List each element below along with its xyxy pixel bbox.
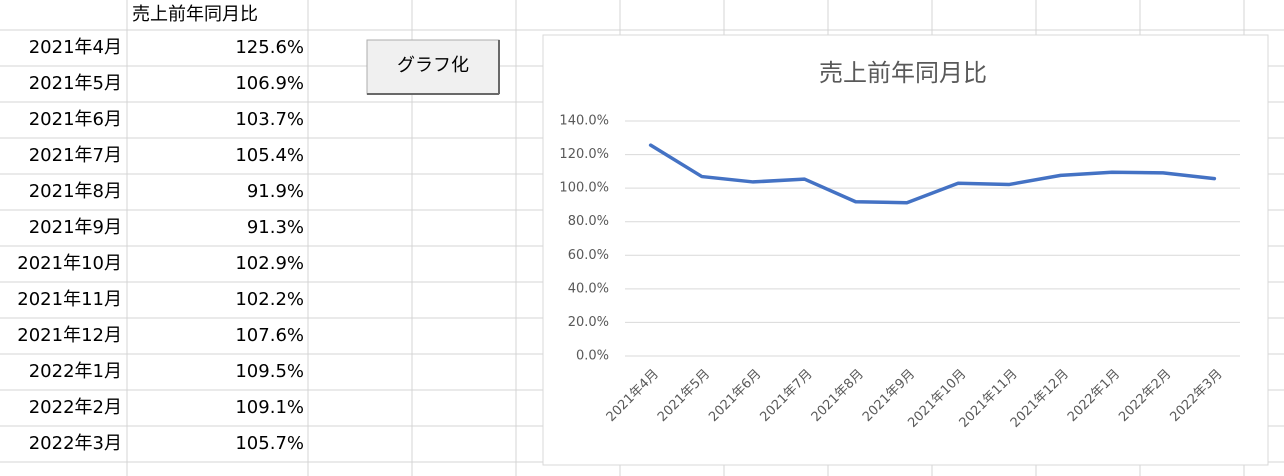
value-cell: 109.5% xyxy=(235,361,304,382)
value-cell: 125.6% xyxy=(235,37,304,58)
month-cell: 2021年7月 xyxy=(29,145,122,166)
y-tick-label: 140.0% xyxy=(559,114,609,129)
sheet-header: 売上前年同月比 xyxy=(132,4,258,25)
value-cell: 102.2% xyxy=(235,289,304,310)
month-cell: 2022年2月 xyxy=(29,397,122,418)
month-cell: 2021年12月 xyxy=(17,325,122,346)
value-cell: 91.3% xyxy=(247,217,304,238)
y-tick-label: 100.0% xyxy=(559,181,609,196)
button[interactable]: グラフ化 xyxy=(366,39,500,95)
month-cell: 2022年3月 xyxy=(29,433,122,454)
value-cell: 106.9% xyxy=(235,73,304,94)
button-label[interactable]: グラフ化 xyxy=(397,55,469,76)
value-cell: 105.4% xyxy=(235,145,304,166)
y-tick-label: 40.0% xyxy=(568,281,609,296)
value-cell: 102.9% xyxy=(235,253,304,274)
value-cell: 109.1% xyxy=(235,397,304,418)
chart-title: 売上前年同月比 xyxy=(819,59,987,87)
month-cell: 2021年11月 xyxy=(17,289,122,310)
value-cell: 105.7% xyxy=(235,433,304,454)
month-cell: 2022年1月 xyxy=(29,361,122,382)
month-cell: 2021年8月 xyxy=(29,181,122,202)
y-tick-label: 20.0% xyxy=(568,315,609,330)
y-tick-label: 0.0% xyxy=(576,349,609,364)
month-cell: 2021年6月 xyxy=(29,109,122,130)
y-tick-label: 60.0% xyxy=(568,248,609,263)
value-cell: 107.6% xyxy=(235,325,304,346)
month-cell: 2021年5月 xyxy=(29,73,122,94)
data-line xyxy=(648,143,1217,205)
y-tick-label: 120.0% xyxy=(559,147,609,162)
value-cell: 91.9% xyxy=(247,181,304,202)
chart-area xyxy=(542,34,1269,466)
month-cell: 2021年9月 xyxy=(29,217,122,238)
value-cell: 103.7% xyxy=(235,109,304,130)
month-cell: 2021年10月 xyxy=(17,253,122,274)
y-tick-label: 80.0% xyxy=(568,214,609,229)
month-cell: 2021年4月 xyxy=(29,37,122,58)
